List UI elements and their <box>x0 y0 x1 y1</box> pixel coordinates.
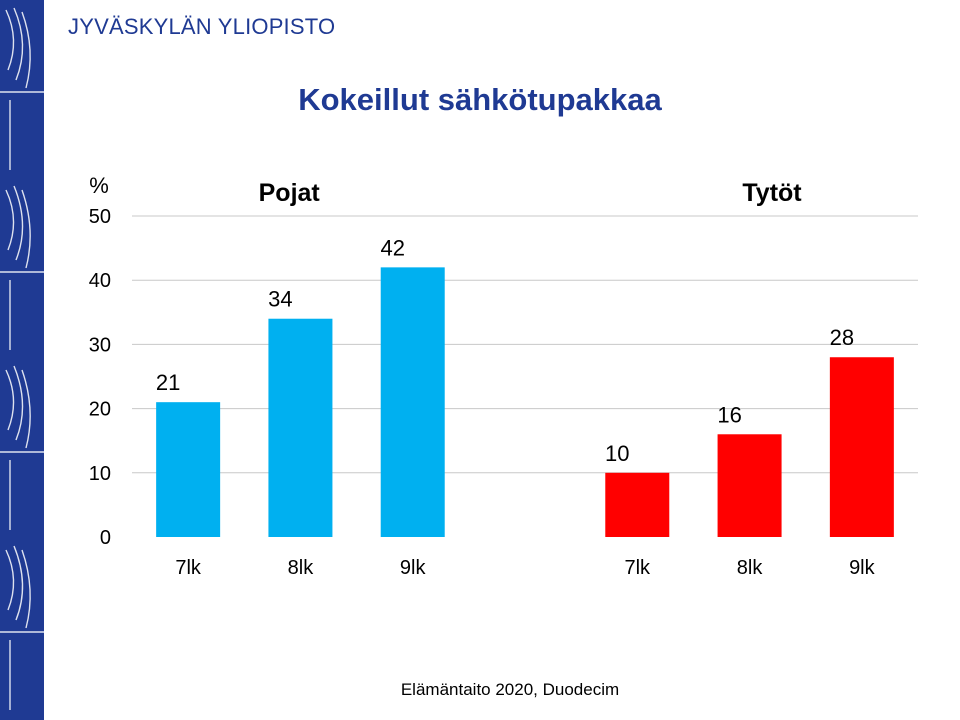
university-name: JYVÄSKYLÄN YLIOPISTO <box>68 14 336 39</box>
page-title: Kokeillut sähkötupakkaa <box>298 82 662 117</box>
x-tick-label: 9lk <box>849 557 876 579</box>
y-tick-label: 10 <box>89 463 111 485</box>
gridlines <box>132 215 918 474</box>
data-label: 16 <box>717 402 741 427</box>
group-label: Tytöt <box>742 179 802 207</box>
bar <box>717 434 782 537</box>
y-axis-unit-label: % <box>89 173 109 198</box>
x-tick-label: 9lk <box>400 557 427 579</box>
data-label: 34 <box>268 287 292 312</box>
bar <box>268 318 333 537</box>
y-tick-label: 50 <box>89 206 111 228</box>
data-label: 10 <box>605 441 629 466</box>
x-tick-label: 8lk <box>288 557 315 579</box>
data-label: 21 <box>156 370 180 395</box>
bar <box>380 267 445 537</box>
x-tick-label: 7lk <box>624 557 651 579</box>
bars <box>156 267 894 537</box>
labels: 0 10 20 30 40 50 21 7lk 34 8lk 42 9lk Pojat 10 7lk 16 8l… <box>89 179 876 579</box>
y-tick-label: 40 <box>89 270 111 292</box>
y-tick-label: 20 <box>89 399 111 421</box>
data-label: 28 <box>830 325 854 350</box>
bar <box>156 402 221 537</box>
y-tick-label: 30 <box>89 334 111 356</box>
data-label: 42 <box>380 235 404 260</box>
bar <box>829 357 894 537</box>
university-logo-strip <box>0 0 44 720</box>
x-tick-label: 7lk <box>175 557 202 579</box>
x-tick-label: 8lk <box>737 557 764 579</box>
footer-credit: Elämäntaito 2020, Duodecim <box>400 680 620 699</box>
y-tick-label: 0 <box>100 527 111 549</box>
group-label: Pojat <box>259 179 321 207</box>
bar <box>605 472 670 537</box>
